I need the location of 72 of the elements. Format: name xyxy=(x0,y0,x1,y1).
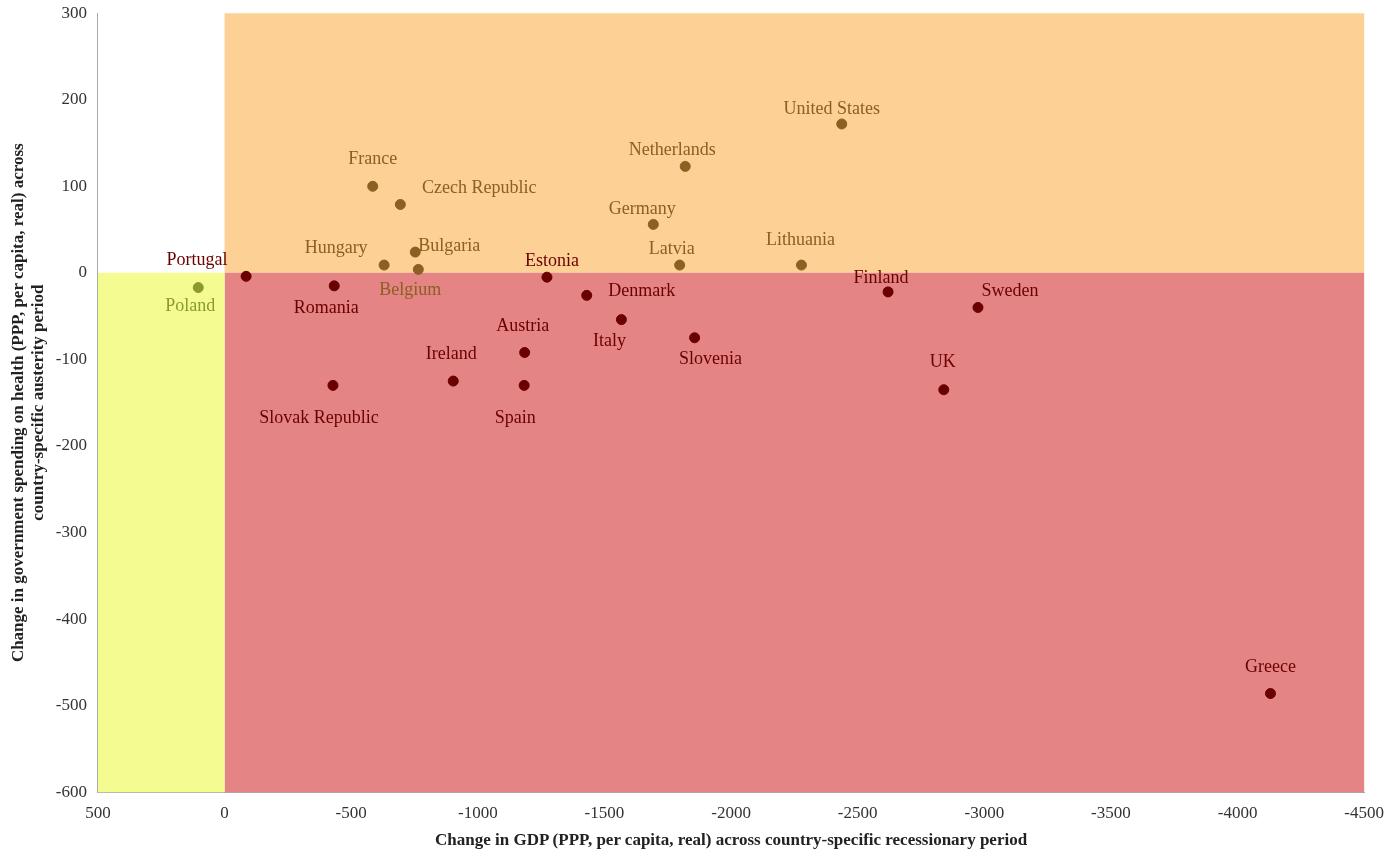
point xyxy=(328,280,340,292)
annotation: Belgium xyxy=(379,279,442,300)
point xyxy=(836,118,848,130)
annotation: Germany xyxy=(608,198,676,219)
annotation: France xyxy=(348,148,398,169)
point xyxy=(518,379,530,391)
x-tick-label: -2000 xyxy=(711,802,751,822)
point xyxy=(679,160,691,172)
y-axis-title: Change in government spending on health (PPP, per capita, real) across country-specific austerity period xyxy=(7,142,47,663)
annotation: Lithuania xyxy=(765,228,835,249)
point xyxy=(412,263,424,275)
point xyxy=(327,379,339,391)
y-tick-label: 300 xyxy=(61,2,87,22)
x-tick-label: -500 xyxy=(335,802,367,822)
point xyxy=(192,282,204,294)
annotation: Latvia xyxy=(648,237,695,258)
y-tick-label: 200 xyxy=(61,89,87,109)
annotation: Netherlands xyxy=(628,139,716,160)
point xyxy=(378,259,390,271)
point xyxy=(541,271,553,283)
annotation: Denmark xyxy=(608,280,676,301)
point xyxy=(972,301,984,313)
annotation: Slovak Republic xyxy=(259,407,379,428)
x-tick-label: -1000 xyxy=(457,802,498,822)
annotation: Estonia xyxy=(524,249,579,270)
point xyxy=(674,259,686,271)
point xyxy=(882,286,894,298)
annotation: Finland xyxy=(853,266,909,287)
x-tick-label: -4500 xyxy=(1344,802,1385,822)
y-tick-label: 0 xyxy=(78,262,87,282)
x-tick-label: -1500 xyxy=(584,802,625,822)
y-tick-label: -200 xyxy=(55,435,87,455)
annotation: Slovenia xyxy=(679,347,743,368)
point xyxy=(447,375,459,387)
annotation: Austria xyxy=(496,315,550,336)
annotation: Greece xyxy=(1244,656,1296,677)
y-tick-label: -500 xyxy=(55,695,87,715)
point xyxy=(581,289,593,301)
annotation: Portugal xyxy=(166,249,228,270)
point xyxy=(689,332,701,344)
point xyxy=(795,259,807,271)
y-tick-label: 100 xyxy=(61,175,87,195)
point xyxy=(519,347,531,358)
x-tick-label: 500 xyxy=(85,802,111,822)
annotation: Romania xyxy=(293,296,359,317)
annotation: United States xyxy=(783,97,880,118)
x-tick-label: -4000 xyxy=(1217,802,1258,822)
y-tick-label: -600 xyxy=(55,781,87,801)
point xyxy=(647,218,659,230)
annotation: UK xyxy=(929,351,956,372)
y-tick-label: -400 xyxy=(55,608,87,628)
point xyxy=(367,180,379,192)
x-tick-label: -3000 xyxy=(964,802,1005,822)
annotation: Poland xyxy=(165,295,216,316)
annotation: Hungary xyxy=(304,236,368,257)
point xyxy=(240,270,252,282)
point xyxy=(1264,688,1276,700)
point xyxy=(938,384,950,396)
point xyxy=(394,198,406,210)
annotation: Czech Republic xyxy=(422,177,537,198)
annotation: Spain xyxy=(494,407,536,428)
x-axis-title: Change in GDP (PPP, per capita, real) across country-specific recessionary period xyxy=(435,830,1028,850)
x-tick-label: -3500 xyxy=(1091,802,1131,822)
y-tick-label: -300 xyxy=(55,522,87,541)
point xyxy=(615,314,627,326)
x-tick-label: -2500 xyxy=(837,802,878,822)
annotation: Italy xyxy=(592,330,626,351)
annotation: Sweden xyxy=(981,280,1039,301)
y-tick-label: -100 xyxy=(55,348,87,368)
annotation: Ireland xyxy=(425,342,477,363)
x-tick-label: 0 xyxy=(220,802,229,822)
annotation: Bulgaria xyxy=(418,234,481,255)
